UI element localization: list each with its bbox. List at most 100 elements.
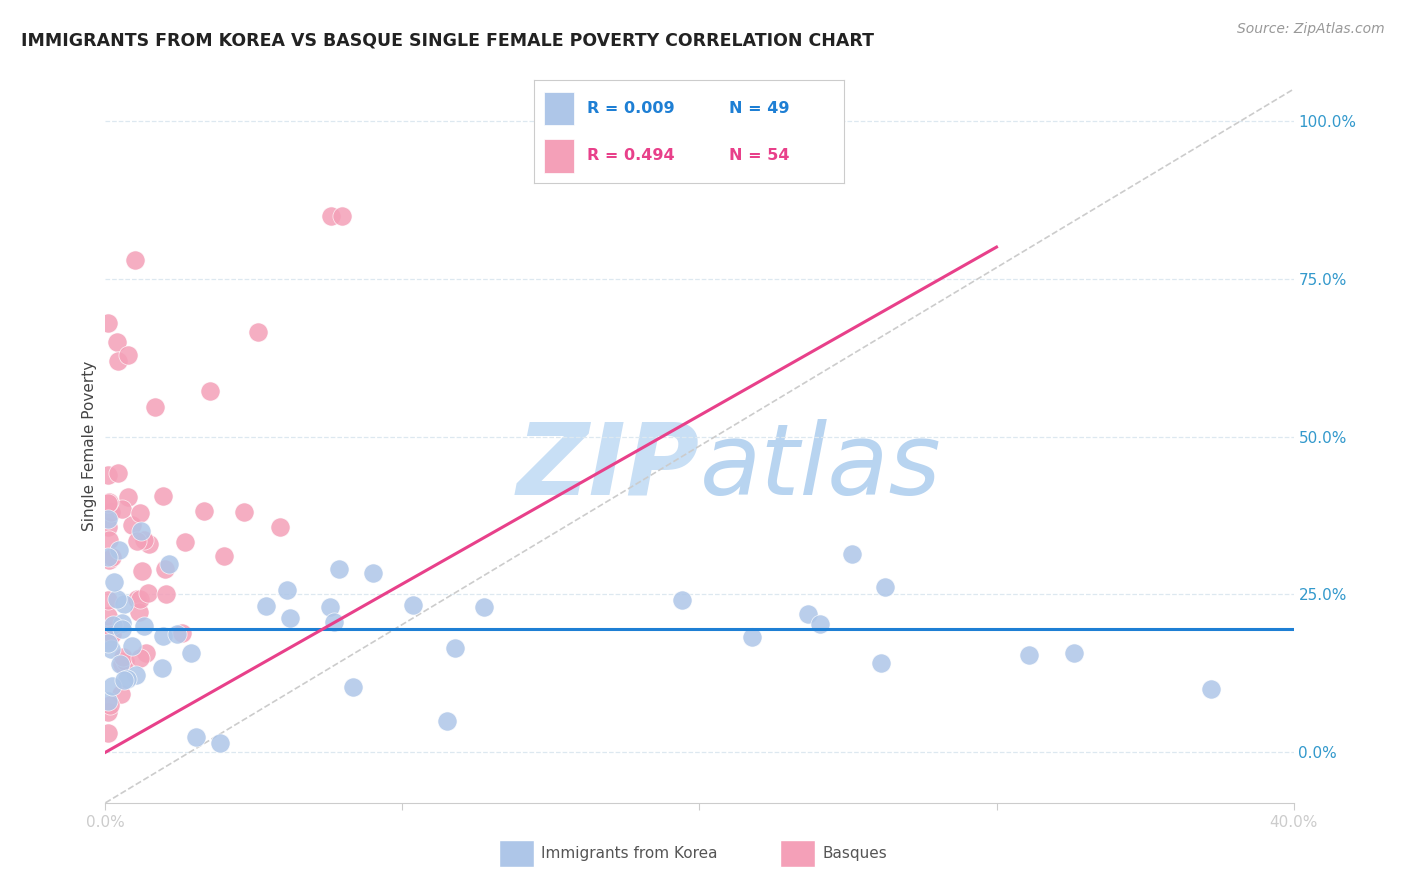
Point — [111, 501, 134, 516]
Point — [841, 547, 863, 561]
Point — [131, 564, 153, 578]
Point — [193, 504, 215, 518]
Point — [131, 524, 153, 539]
Point — [472, 600, 495, 615]
FancyBboxPatch shape — [544, 139, 575, 173]
Point — [101, 618, 124, 632]
Point — [100, 679, 122, 693]
Point — [152, 629, 174, 643]
Point — [233, 505, 256, 519]
Point — [436, 714, 458, 729]
Text: Immigrants from Korea: Immigrants from Korea — [541, 847, 718, 861]
Point — [98, 553, 121, 567]
Text: atlas: atlas — [700, 419, 941, 516]
Point — [155, 587, 177, 601]
Point — [110, 688, 132, 702]
Point — [1199, 682, 1222, 697]
Point — [318, 599, 340, 614]
Point — [143, 400, 166, 414]
Point — [322, 615, 344, 629]
Point — [269, 520, 291, 534]
Point — [1018, 648, 1040, 662]
Point — [97, 609, 120, 624]
Point — [97, 520, 120, 534]
Point — [128, 650, 150, 665]
Point — [97, 725, 120, 739]
Point — [128, 591, 150, 606]
Point — [103, 574, 125, 589]
Point — [138, 586, 160, 600]
Point — [107, 353, 129, 368]
Point — [166, 627, 188, 641]
Point — [174, 535, 197, 549]
Point — [129, 506, 152, 520]
FancyBboxPatch shape — [544, 92, 575, 126]
Point — [254, 599, 277, 614]
Point — [100, 641, 122, 656]
Point — [402, 598, 425, 612]
Point — [184, 730, 207, 744]
Point — [1063, 646, 1085, 660]
Point — [121, 640, 143, 654]
Point — [111, 623, 134, 637]
Point — [98, 494, 121, 508]
Point — [152, 489, 174, 503]
Point — [869, 656, 891, 670]
Point — [134, 619, 156, 633]
Point — [97, 316, 120, 330]
Point — [276, 582, 298, 597]
Point — [319, 209, 342, 223]
Point — [98, 533, 121, 547]
Text: IMMIGRANTS FROM KOREA VS BASQUE SINGLE FEMALE POVERTY CORRELATION CHART: IMMIGRANTS FROM KOREA VS BASQUE SINGLE F… — [21, 31, 875, 49]
Point — [797, 607, 820, 621]
Point — [117, 348, 139, 362]
Point — [180, 646, 202, 660]
Point — [127, 534, 149, 549]
Point — [127, 591, 149, 606]
Point — [212, 549, 235, 563]
Point — [330, 209, 353, 223]
Point — [342, 680, 364, 694]
Point — [153, 562, 176, 576]
Point — [124, 252, 146, 267]
Point — [112, 597, 135, 611]
Point — [105, 592, 128, 607]
Point — [172, 625, 194, 640]
Point — [134, 533, 156, 548]
Point — [121, 518, 143, 533]
Point — [112, 673, 135, 687]
Point — [671, 592, 693, 607]
Point — [97, 496, 120, 510]
Point — [100, 505, 122, 519]
Point — [108, 543, 131, 558]
Point — [443, 640, 465, 655]
Point — [97, 636, 120, 650]
Point — [117, 490, 139, 504]
Point — [125, 668, 148, 682]
Point — [112, 649, 135, 664]
Point — [138, 536, 160, 550]
Point — [97, 693, 120, 707]
Point — [200, 384, 222, 398]
Point — [246, 325, 269, 339]
Point — [97, 593, 120, 607]
Point — [97, 549, 120, 564]
Y-axis label: Single Female Poverty: Single Female Poverty — [82, 361, 97, 531]
Point — [98, 632, 121, 647]
Point — [278, 611, 301, 625]
Point — [107, 467, 129, 481]
Point — [108, 657, 131, 671]
Point — [152, 660, 174, 674]
Point — [873, 580, 896, 594]
Point — [741, 630, 763, 644]
Point — [97, 511, 120, 525]
Point — [111, 657, 134, 672]
Point — [111, 616, 134, 631]
Point — [101, 549, 124, 564]
Text: R = 0.494: R = 0.494 — [586, 148, 675, 163]
Point — [128, 606, 150, 620]
Text: Basques: Basques — [823, 847, 887, 861]
Point — [135, 646, 157, 660]
Point — [97, 467, 120, 482]
Point — [157, 557, 180, 571]
